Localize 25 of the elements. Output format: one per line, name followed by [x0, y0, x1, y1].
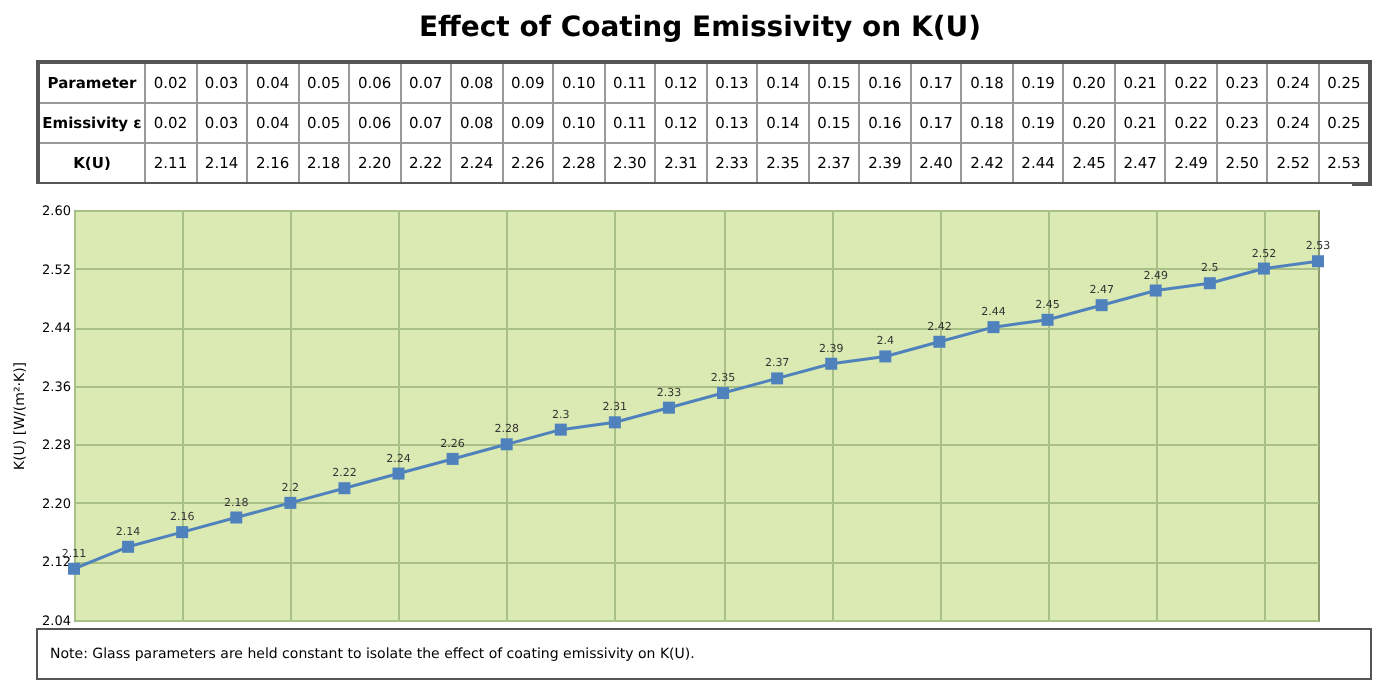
point	[1312, 255, 1324, 268]
point	[825, 357, 838, 370]
point	[933, 335, 946, 348]
point	[176, 526, 189, 539]
point	[1203, 277, 1216, 290]
point	[608, 416, 621, 429]
point	[879, 350, 892, 363]
point	[1095, 299, 1108, 312]
point	[392, 467, 405, 480]
point	[717, 387, 730, 400]
point	[1149, 284, 1162, 297]
point	[122, 540, 135, 553]
point	[338, 482, 351, 495]
point	[230, 511, 243, 524]
point	[446, 452, 459, 465]
point	[662, 401, 675, 414]
point	[68, 562, 80, 575]
point	[1041, 313, 1054, 326]
point	[987, 321, 1000, 334]
point	[500, 438, 513, 451]
point	[554, 423, 567, 436]
point	[771, 372, 784, 385]
point	[1257, 262, 1270, 275]
point	[284, 496, 297, 509]
chart-title: Effect of Coating Emissivity on K(U)	[416, 12, 984, 44]
